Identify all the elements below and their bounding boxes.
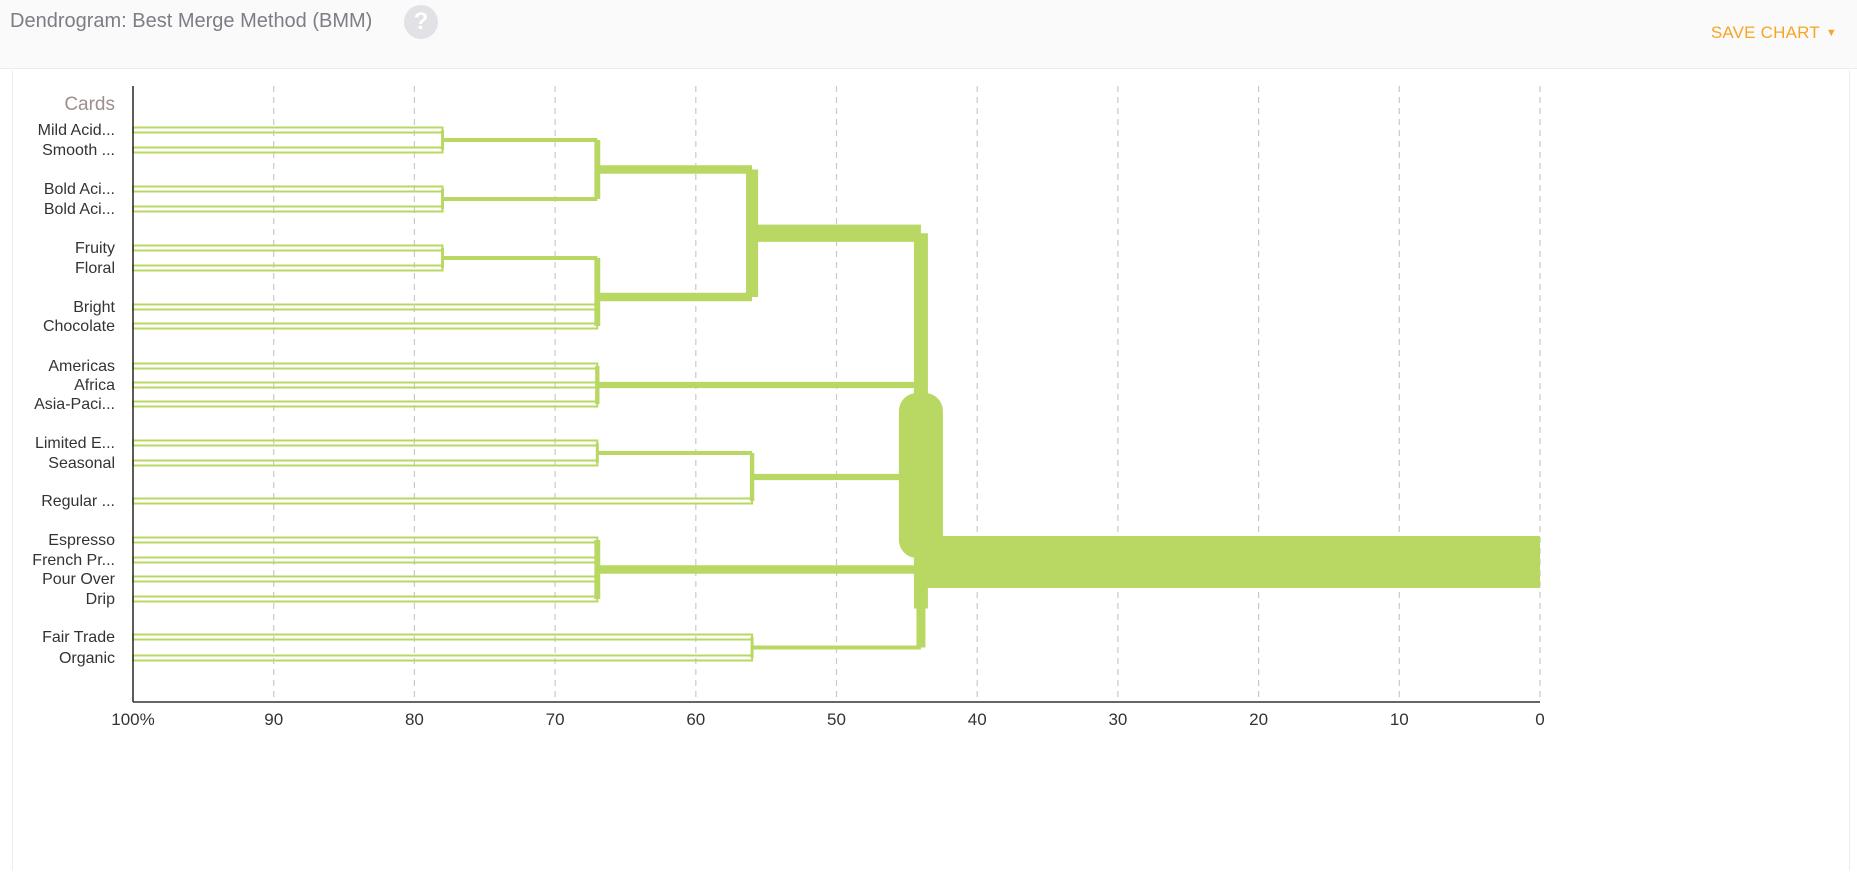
leaf-line [132,381,599,389]
leaf-label: Smooth ... [42,142,115,159]
leaf-line [132,439,599,447]
leaf-line [132,556,599,564]
leaf-label: Floral [75,260,115,277]
leaf-line [132,322,599,330]
x-tick-label: 80 [405,710,424,729]
chart-header: Dendrogram: Best Merge Method (BMM) ? SA… [0,0,1857,69]
leaf-line [132,146,444,154]
dendrogram-chart: Cards Mild Acid... Smooth ... Bold Aci... B… [32,86,1545,729]
leaf-label: Drip [86,591,115,608]
leaf-label: Bold Aci... [44,201,115,218]
leaf-label: Bright [73,299,115,316]
leaf-line [132,205,444,213]
leaf-line [132,497,754,505]
x-tick-label: 90 [264,710,283,729]
x-tick-label: 30 [1108,710,1127,729]
x-tick-label: 0 [1535,710,1544,729]
leaf-lines [132,126,754,662]
leaf-label: Africa [74,377,115,394]
leaf-label: Americas [48,358,115,375]
leaf-label: Pour Over [42,571,116,588]
leaf-line [132,303,599,311]
caret-down-icon: ▼ [1825,27,1837,39]
leaf-label: Fair Trade [42,629,115,646]
leaf-line [132,633,754,641]
leaf-line [132,575,599,583]
x-tick-label: 10 [1390,710,1409,729]
leaf-labels: Mild Acid... Smooth ... Bold Aci... Bold Ac… [32,122,115,667]
root-trunk [920,536,1540,588]
leaf-label: Chocolate [43,318,115,335]
leaf-label: Bold Aci... [44,181,115,198]
question-icon[interactable]: ? [404,5,438,39]
leaf-line [132,595,599,603]
leaf-line [132,244,444,252]
leaf-label: Fruity [75,240,115,257]
grid-lines [273,86,1541,702]
x-tick-label: 20 [1249,710,1268,729]
leaf-label: Limited E... [35,435,115,452]
x-tick-labels: 100% 90 80 70 60 50 40 30 20 10 0 [111,710,1544,729]
save-chart-button[interactable]: SAVE CHART ▼ [1711,23,1837,43]
x-tick-label: 70 [546,710,565,729]
x-tick-label: 60 [686,710,705,729]
x-tick-label: 50 [827,710,846,729]
leaf-label: Seasonal [48,455,115,472]
leaf-label: Asia-Paci... [34,396,115,413]
chart-title: Dendrogram: Best Merge Method (BMM) [10,10,373,32]
leaf-label: Espresso [48,532,115,549]
leaf-line [132,459,599,467]
leaf-line [132,400,599,408]
leaf-label: French Pr... [32,552,115,569]
y-axis-title: Cards [64,94,115,115]
leaf-label: Regular ... [41,493,115,510]
leaf-line [132,362,599,370]
leaf-line [132,264,444,272]
leaf-line [132,536,599,544]
leaf-line [132,185,444,193]
leaf-line [132,126,444,134]
leaf-label: Organic [59,650,115,667]
chart-panel: Cards Mild Acid... Smooth ... Bold Aci... B… [12,70,1850,870]
branches [441,130,1540,658]
leaf-label: Mild Acid... [38,122,115,139]
save-chart-label: SAVE CHART [1710,23,1820,42]
x-tick-label: 100% [111,710,154,729]
x-tick-label: 40 [968,710,987,729]
leaf-line [132,654,754,662]
